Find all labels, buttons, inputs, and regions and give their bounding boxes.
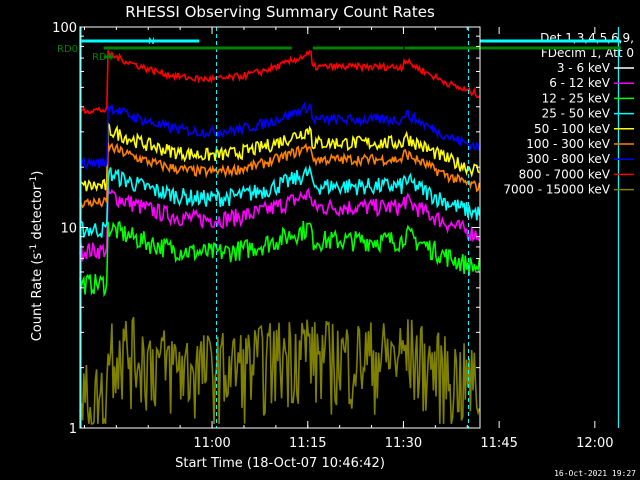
x-tick-label-0: 11:00 <box>193 436 230 451</box>
y-tick-label-1: 10 <box>60 222 77 237</box>
series-line-7 <box>79 50 480 115</box>
series-line-6 <box>79 101 481 170</box>
x-tick-label-2: 11:30 <box>385 436 422 451</box>
flag-label-n: N <box>148 37 155 47</box>
ylabel-main: Count Rate (s <box>30 253 45 342</box>
legend-label-6: 300 - 800 keV <box>526 152 610 166</box>
chart-title: RHESSI Observing Summary Count Rates <box>125 3 435 21</box>
series-line-1 <box>79 185 481 263</box>
x-tick-label-1: 11:15 <box>289 436 326 451</box>
ylabel-exp1: -1 <box>29 244 39 253</box>
flag-label-rd0: RD0 <box>57 44 78 55</box>
legend-label-3: 25 - 50 keV <box>542 107 611 121</box>
legend-label-4: 50 - 100 keV <box>534 122 611 136</box>
legend-label-1: 6 - 12 keV <box>549 76 611 90</box>
series-layer <box>79 50 481 425</box>
legend-label-5: 100 - 300 keV <box>526 137 610 151</box>
flag-label-rd4: RD4 <box>92 52 113 63</box>
series-line-2 <box>79 220 481 298</box>
series-line-3 <box>79 164 481 238</box>
x-tick-label-3: 11:45 <box>480 436 517 451</box>
y-tick-label-0: 1 <box>69 422 77 437</box>
legend-label-0: 3 - 6 keV <box>557 61 611 75</box>
legend-label-7: 800 - 7000 keV <box>519 167 611 181</box>
series-line-5 <box>79 142 481 209</box>
ylabel-mid: detector <box>30 184 45 244</box>
legend-header-line1: Det 1,3,4,5,6,9, <box>540 31 634 45</box>
x-axis-label: Start Time (18-Oct-07 10:46:42) <box>175 456 385 471</box>
legend-label-2: 12 - 25 keV <box>542 91 611 105</box>
svg-text:Count Rate (s-1 detector-1): Count Rate (s-1 detector-1) <box>29 171 45 342</box>
x-tick-label-4: 12:00 <box>576 436 613 451</box>
series-line-0 <box>79 250 481 337</box>
series-line-4 <box>79 120 480 193</box>
footer-date: 16-Oct-2021 19:27 <box>554 469 636 478</box>
legend-label-8: 7000 - 15000 keV <box>503 183 610 197</box>
series-line-8 <box>79 316 481 425</box>
ylabel-exp2: -1 <box>29 176 39 185</box>
y-axis-label: Count Rate (s-1 detector-1) <box>29 171 45 342</box>
ylabel-end: ) <box>30 171 45 176</box>
y-tick-label-2: 100 <box>52 21 77 36</box>
